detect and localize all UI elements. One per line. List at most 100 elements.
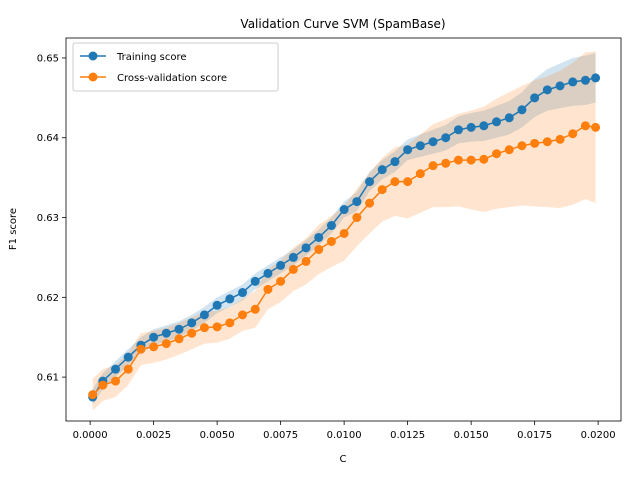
point-training: [212, 300, 222, 310]
point-training: [225, 294, 235, 304]
point-training: [453, 125, 463, 135]
point-cross-validation: [365, 198, 375, 208]
point-cross-validation: [403, 177, 413, 187]
point-cross-validation: [479, 154, 489, 164]
point-cross-validation: [212, 322, 222, 332]
point-cross-validation: [250, 304, 260, 314]
point-cross-validation: [276, 276, 286, 286]
point-cross-validation: [174, 334, 184, 344]
legend: Training score Cross-validation score: [72, 42, 279, 92]
point-training: [555, 81, 565, 91]
x-tick-label: 0.0025: [136, 430, 171, 441]
x-tick-label: 0.0050: [200, 430, 235, 441]
point-training: [568, 77, 578, 87]
point-cross-validation: [504, 145, 514, 155]
point-training: [504, 113, 514, 123]
point-cross-validation: [568, 129, 578, 139]
point-training: [288, 252, 298, 262]
point-training: [339, 205, 349, 215]
point-cross-validation: [326, 236, 336, 246]
point-cross-validation: [428, 161, 438, 171]
legend-cv-label: Cross-validation score: [117, 73, 227, 84]
point-cross-validation: [492, 149, 502, 159]
point-training: [161, 328, 171, 338]
point-training: [314, 232, 324, 242]
y-tick-label: 0.62: [37, 293, 59, 304]
point-training: [149, 332, 159, 342]
point-cross-validation: [390, 177, 400, 187]
point-training: [466, 122, 476, 132]
point-cross-validation: [88, 390, 98, 400]
point-cross-validation: [98, 380, 108, 390]
plot-area: [88, 51, 601, 411]
point-cross-validation: [555, 134, 565, 144]
point-training: [428, 137, 438, 147]
point-training: [238, 288, 248, 298]
point-training: [250, 276, 260, 286]
legend-cv-marker: [88, 72, 98, 82]
point-training: [352, 197, 362, 207]
point-cross-validation: [225, 318, 235, 328]
point-cross-validation: [238, 310, 248, 320]
point-cross-validation: [591, 122, 601, 132]
point-training: [415, 141, 425, 151]
y-tick-label: 0.63: [37, 213, 59, 224]
point-training: [123, 352, 133, 362]
point-training: [492, 117, 502, 127]
y-tick-label: 0.65: [37, 53, 59, 64]
point-cross-validation: [517, 141, 527, 151]
x-tick-label: 0.0100: [327, 430, 362, 441]
y-tick-label: 0.61: [37, 373, 59, 384]
plot-frame: [65, 37, 622, 422]
x-axis-label: C: [340, 454, 347, 465]
y-axis-ticks: 0.61 0.62 0.63 0.64 0.65: [37, 53, 66, 384]
x-tick-label: 0.0150: [454, 430, 489, 441]
point-cross-validation: [161, 339, 171, 349]
point-cross-validation: [149, 342, 159, 352]
point-cross-validation: [466, 155, 476, 165]
point-cross-validation: [542, 137, 552, 147]
legend-box: [72, 42, 279, 92]
x-tick-label: 0.0075: [263, 430, 298, 441]
chart-title: Validation Curve SVM (SpamBase): [240, 17, 445, 31]
point-cross-validation: [441, 158, 451, 168]
point-training: [390, 157, 400, 167]
point-cross-validation: [580, 121, 590, 131]
point-cross-validation: [377, 185, 387, 195]
point-training: [301, 243, 311, 253]
point-training: [530, 93, 540, 103]
x-tick-label: 0.0175: [517, 430, 552, 441]
point-training: [326, 221, 336, 231]
point-training: [542, 85, 552, 95]
point-cross-validation: [314, 244, 324, 254]
legend-training-marker: [88, 51, 98, 61]
point-cross-validation: [136, 344, 146, 354]
point-cross-validation: [199, 323, 209, 333]
x-tick-label: 0.0200: [581, 430, 616, 441]
point-cross-validation: [530, 138, 540, 148]
point-training: [187, 318, 197, 328]
point-cross-validation: [415, 169, 425, 179]
point-training: [111, 364, 121, 374]
point-cross-validation: [288, 264, 298, 274]
point-cross-validation: [123, 364, 133, 374]
point-cross-validation: [111, 376, 121, 386]
point-training: [479, 121, 489, 131]
point-training: [591, 73, 601, 83]
x-axis-ticks: 0.0000 0.0025 0.0050 0.0075 0.0100 0.0125 0.01…: [73, 421, 616, 441]
point-training: [263, 268, 273, 278]
point-training: [199, 310, 209, 320]
point-cross-validation: [187, 328, 197, 338]
y-tick-label: 0.64: [37, 133, 59, 144]
point-training: [580, 75, 590, 85]
x-tick-label: 0.0000: [73, 430, 108, 441]
point-training: [517, 105, 527, 115]
point-training: [276, 260, 286, 270]
y-axis-label: F1 score: [8, 208, 19, 250]
point-cross-validation: [352, 213, 362, 223]
point-training: [377, 165, 387, 175]
point-training: [174, 324, 184, 334]
legend-training-label: Training score: [116, 52, 187, 63]
x-tick-label: 0.0125: [390, 430, 425, 441]
